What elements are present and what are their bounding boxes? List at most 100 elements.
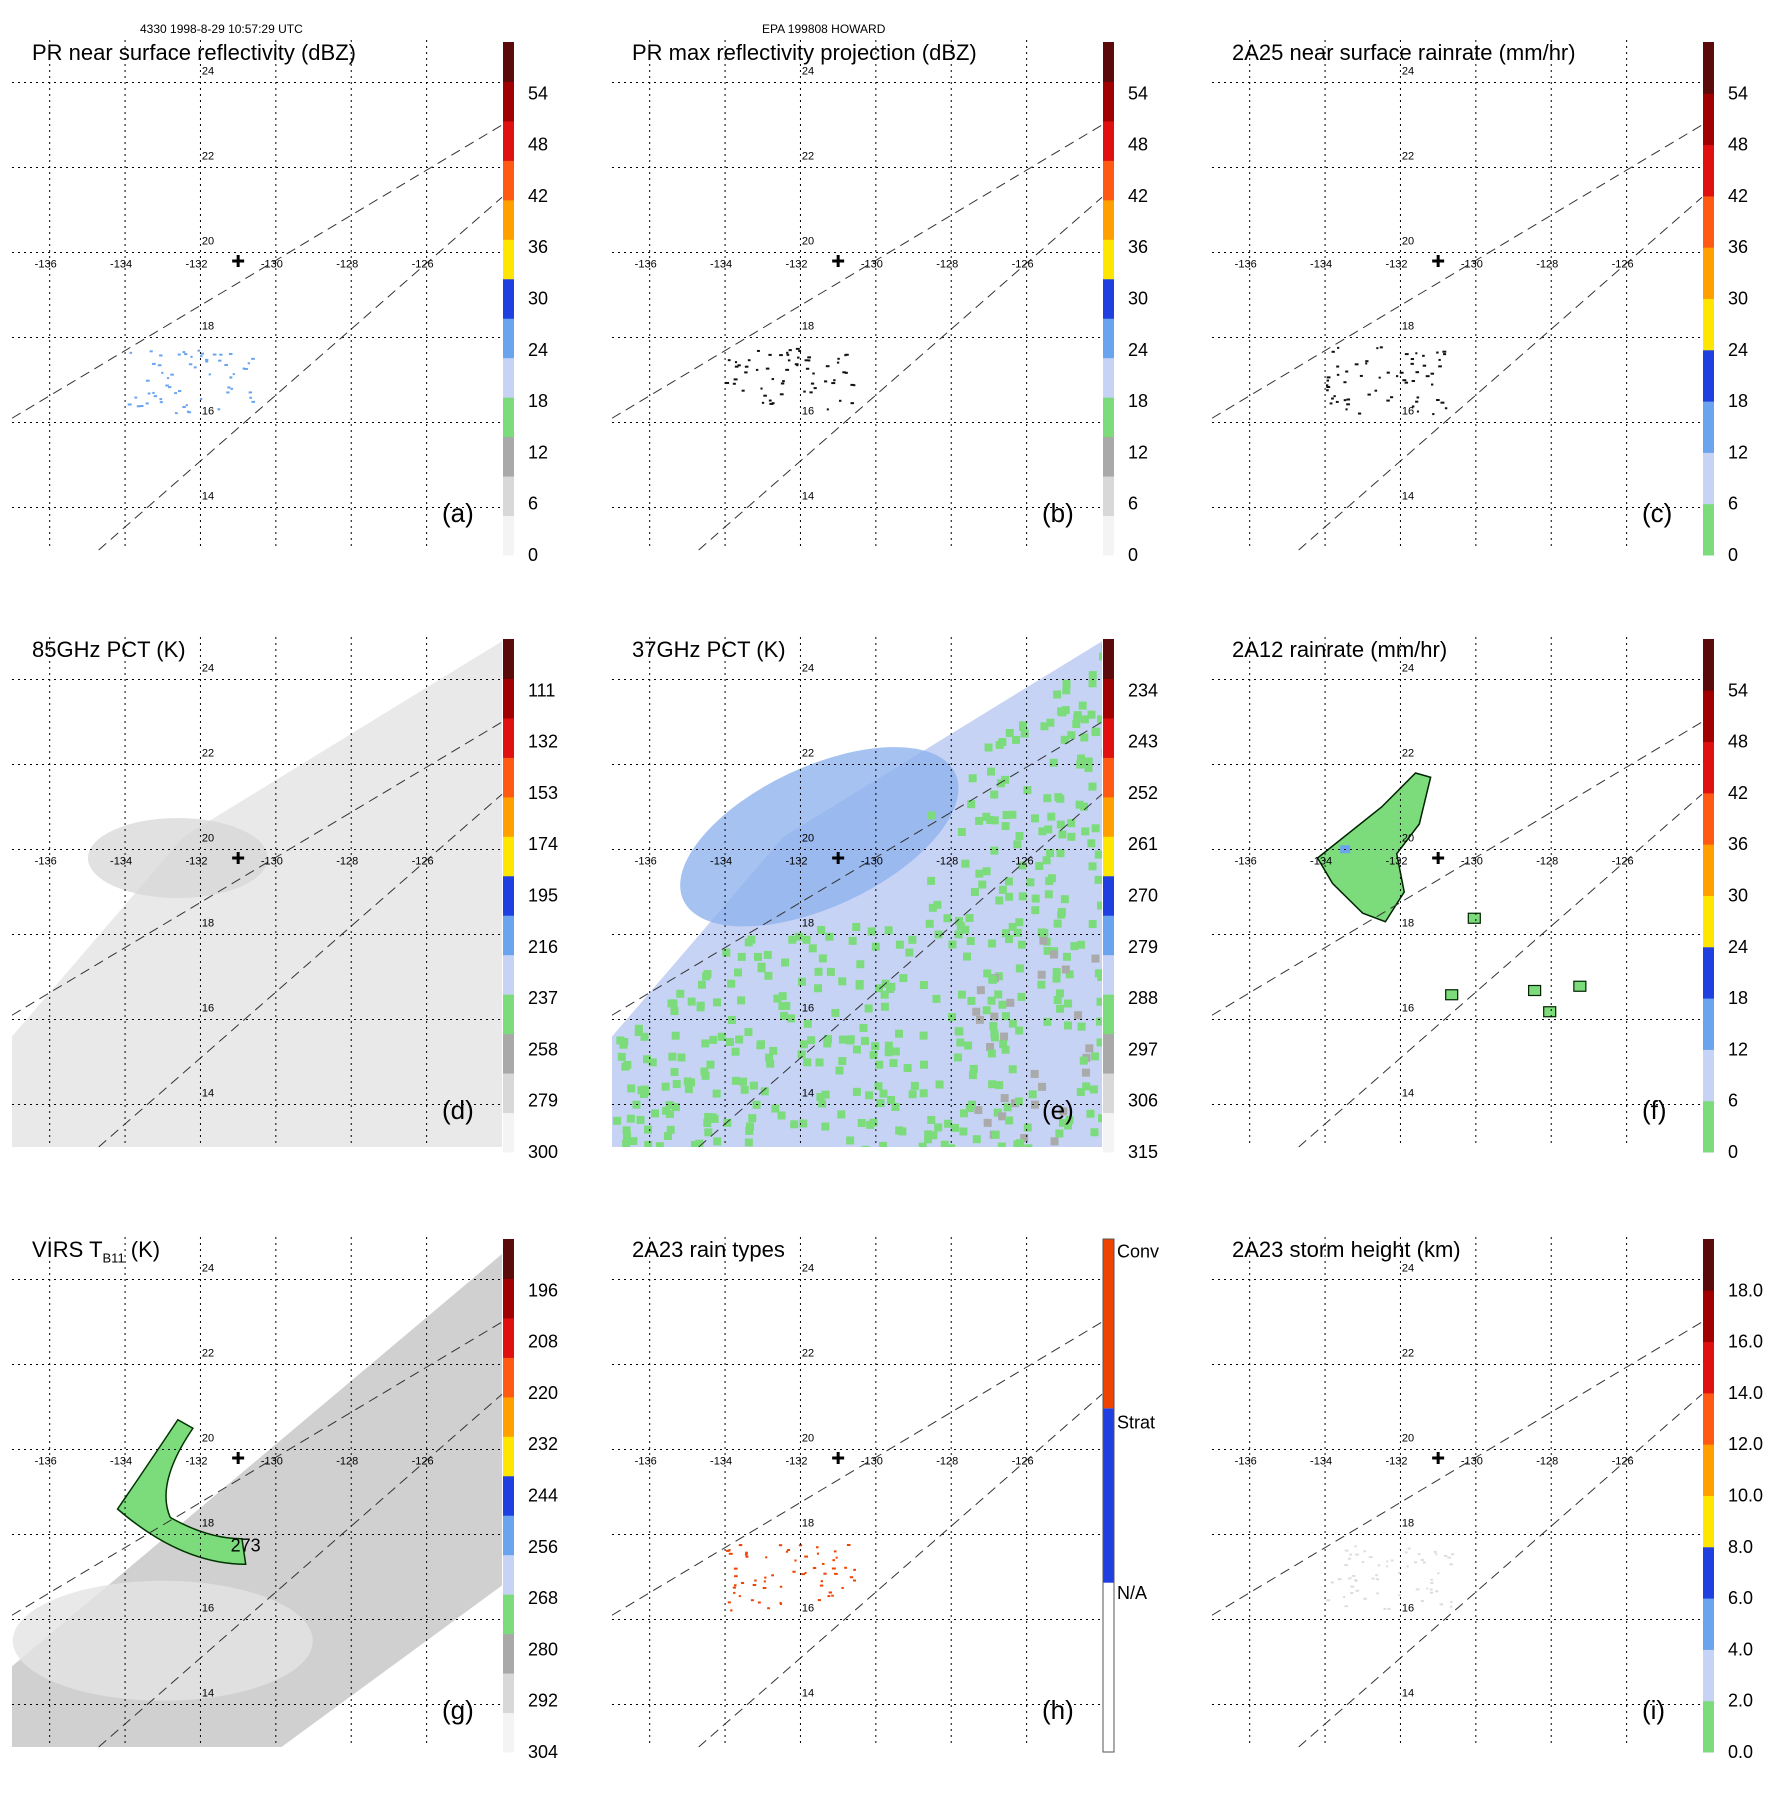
lat-tick-label: 22 <box>202 151 214 163</box>
echo-i <box>1420 1558 1424 1561</box>
colorbar-tick-label: 0 <box>528 545 538 565</box>
lat-tick-label: 24 <box>802 663 814 675</box>
pr-swath-edge-north <box>611 124 1103 419</box>
panel-a: -136 -134 -132 -130 -128 -126 24 22 20 18 16 14 0 6 12… <box>11 40 572 600</box>
colorbar-e: 315 306 297 288 279 270 261 252 243 234 <box>1103 639 1158 1162</box>
echo-h <box>821 1562 825 1565</box>
lon-tick-label: -136 <box>1235 855 1257 867</box>
echo-c <box>1431 383 1434 386</box>
lon-tick-label: -128 <box>336 258 358 270</box>
lat-tick-label: 24 <box>1402 1263 1414 1275</box>
echo-h <box>827 1595 831 1598</box>
lat-tick-label: 24 <box>202 66 214 78</box>
lon-tick-label: -130 <box>1461 258 1483 270</box>
echo-h <box>817 1599 821 1602</box>
echo-a <box>182 351 186 354</box>
colorbar-tick-label: 243 <box>1128 732 1158 752</box>
colorbar-segment <box>503 357 514 398</box>
lon-tick-label: -132 <box>785 1455 807 1467</box>
echo-a <box>219 353 223 356</box>
cold-cloud-contour-g <box>116 1418 247 1566</box>
echo-i <box>1347 1557 1352 1560</box>
lat-tick-label: 20 <box>1402 236 1414 248</box>
echo-a <box>208 373 211 376</box>
echo-c <box>1376 347 1379 350</box>
echo-h <box>816 1552 820 1555</box>
echo-h <box>767 1607 770 1610</box>
echo-i <box>1354 1579 1358 1582</box>
echo-b <box>842 371 846 374</box>
pr-swath-edge-north <box>1211 1321 1703 1616</box>
colorbar-segment <box>1103 994 1114 1035</box>
colorbar-segment <box>1703 195 1714 248</box>
echo-h <box>834 1572 838 1575</box>
contour-label: 273 <box>231 1536 261 1556</box>
lat-tick-label: 20 <box>802 236 814 248</box>
colorbar-tick-label: 297 <box>1128 1039 1158 1059</box>
colorbar-segment <box>1703 93 1714 146</box>
echo-b <box>824 380 828 383</box>
colorbar-segment <box>1703 42 1714 94</box>
echo-b <box>836 361 840 364</box>
colorbar-segment <box>503 954 514 995</box>
echo-h <box>812 1567 817 1570</box>
colorbar-tick-label: 304 <box>528 1742 558 1762</box>
echo-i <box>1398 1571 1401 1574</box>
echo-a <box>193 366 197 369</box>
colorbar-tick-label: 220 <box>528 1383 558 1403</box>
colorbar-i: 0.0 2.0 4.0 6.0 8.0 10.0 12.0 14.0 16.0 18.0 <box>1703 1239 1763 1762</box>
echo-b <box>780 382 785 385</box>
cold-region-d <box>87 818 268 898</box>
lat-tick-label: 18 <box>802 321 814 333</box>
colorbar-tick-label: 16.0 <box>1728 1332 1763 1352</box>
echo-h <box>732 1586 736 1589</box>
echo-h <box>738 1595 741 1598</box>
echo-h <box>819 1584 824 1587</box>
echo-h <box>765 1556 768 1559</box>
colorbar-segment <box>1103 717 1114 758</box>
colorbar-segment <box>503 239 514 280</box>
colorbar-tick-label: 48 <box>528 135 548 155</box>
lon-tick-label: -132 <box>185 855 207 867</box>
colorbar-tick-label: 48 <box>1728 135 1748 155</box>
lon-tick-label: -126 <box>1012 1455 1034 1467</box>
colorbar-tick-label: 268 <box>528 1588 558 1608</box>
map-a: -136 -134 -132 -130 -128 -126 24 22 20 18 16 14 0 6 12… <box>11 40 548 565</box>
echo-i <box>1361 1560 1365 1563</box>
colorbar-tick-label: 36 <box>1728 237 1748 257</box>
lon-tick-label: -130 <box>861 1455 883 1467</box>
echo-a <box>165 384 169 387</box>
echo-h <box>757 1601 761 1604</box>
colorbar-segment <box>1103 199 1114 240</box>
echo-b <box>798 350 802 353</box>
panel-label: (i) <box>1642 1695 1666 1725</box>
colorbar-tick-label: 14.0 <box>1728 1383 1763 1403</box>
header-orbit-time: 4330 1998-8-29 10:57:29 UTC <box>140 22 303 36</box>
echo-h <box>754 1579 757 1582</box>
panel-label: (b) <box>1042 498 1074 528</box>
echo-h <box>831 1567 836 1570</box>
echo-c <box>1425 375 1430 378</box>
colorbar-tick-label: 42 <box>1728 186 1748 206</box>
echo-a <box>190 355 193 358</box>
echo-b <box>765 367 770 370</box>
lat-tick-label: 18 <box>202 1518 214 1530</box>
colorbar-segment <box>503 639 514 679</box>
echo-a <box>248 391 253 394</box>
echo-i <box>1451 1553 1455 1556</box>
colorbar-tick-label: 12 <box>528 442 548 462</box>
echo-c <box>1345 370 1349 373</box>
colorbar-tick-label: 315 <box>1128 1142 1158 1162</box>
lon-tick-label: -128 <box>1536 258 1558 270</box>
echo-b <box>771 378 775 381</box>
lon-tick-label: -126 <box>1612 258 1634 270</box>
pr-swath-edge-south <box>698 1393 1103 1748</box>
colorbar-tick-label: Conv <box>1117 1242 1159 1262</box>
echo-h <box>726 1549 730 1552</box>
echo-b <box>809 391 813 394</box>
colorbar-segment <box>503 120 514 161</box>
panel-title: 85GHz PCT (K) <box>32 637 186 662</box>
lat-tick-label: 24 <box>202 1263 214 1275</box>
colorbar-tick-label: 153 <box>528 783 558 803</box>
panel-label: (h) <box>1042 1695 1074 1725</box>
